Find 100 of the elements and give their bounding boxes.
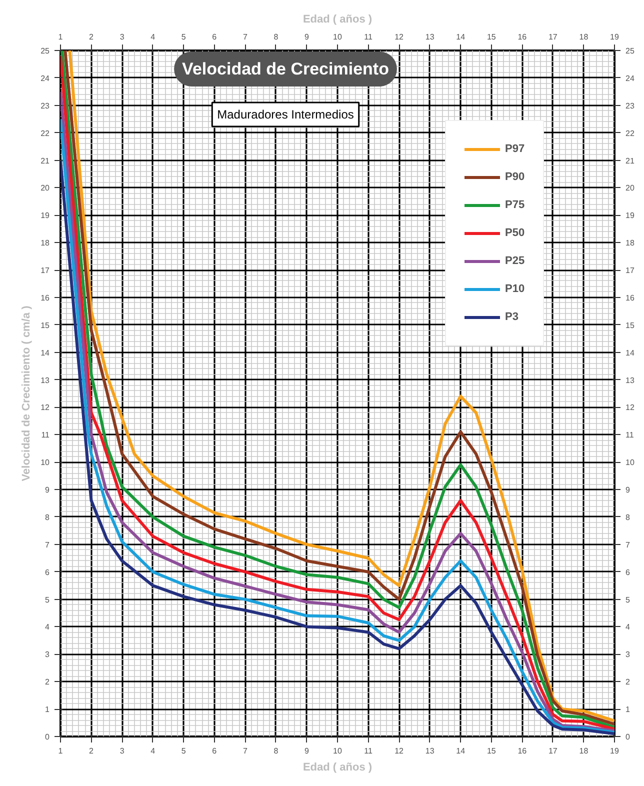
x2-tick-label: 11 xyxy=(364,746,373,756)
legend-label: P25 xyxy=(505,255,525,267)
y-tick-label: 7 xyxy=(45,540,50,550)
y-tick-label: 1 xyxy=(45,705,50,714)
y-tick-label: 21 xyxy=(40,156,50,166)
y-tick-label: 10 xyxy=(40,458,50,468)
x-tick-label: 9 xyxy=(304,32,310,42)
y-axis-title: Velocidad de Crecimiento ( cm/a ) xyxy=(20,305,33,482)
y2-tick-label: 8 xyxy=(626,512,630,522)
y2-tick-label: 2 xyxy=(626,678,630,687)
x2-tick-label: 7 xyxy=(242,746,248,756)
x2-axis-title: Edad ( años ) xyxy=(302,14,372,26)
x-tick-label: 8 xyxy=(274,32,279,42)
y2-tick-label: 14 xyxy=(626,348,635,358)
y-tick-label: 2 xyxy=(45,678,50,687)
y2-tick-label: 20 xyxy=(626,184,635,193)
y-tick-label: 17 xyxy=(40,266,50,276)
x-tick-label: 18 xyxy=(579,32,589,42)
y-tick-label: 14 xyxy=(40,348,50,358)
y-tick-label: 8 xyxy=(45,512,50,522)
x-tick-label: 16 xyxy=(518,32,528,42)
legend-label: P75 xyxy=(505,199,525,211)
y-tick-label: 16 xyxy=(40,293,50,302)
y2-tick-label: 17 xyxy=(626,266,635,276)
y-tick-label: 6 xyxy=(45,568,50,577)
x2-tick-label: 8 xyxy=(274,746,279,756)
x-tick-label: 15 xyxy=(486,32,496,42)
y-tick-label: 25 xyxy=(40,46,50,56)
y2-tick-label: 5 xyxy=(626,595,630,604)
x2-tick-label: 4 xyxy=(150,746,156,756)
x-tick-label: 7 xyxy=(242,32,248,42)
x2-tick-label: 15 xyxy=(486,746,496,756)
y2-tick-label: 10 xyxy=(626,458,635,468)
y-tick-label: 9 xyxy=(45,486,50,495)
y-tick-label: 12 xyxy=(40,403,50,412)
x-tick-label: 12 xyxy=(394,32,404,42)
y2-tick-label: 13 xyxy=(626,376,635,385)
x-tick-label: 6 xyxy=(212,32,218,42)
y2-tick-label: 25 xyxy=(626,46,635,56)
x2-tick-label: 14 xyxy=(456,746,466,756)
legend-label: P3 xyxy=(505,311,520,323)
y2-tick-label: 22 xyxy=(626,128,635,138)
x-tick-label: 1 xyxy=(58,32,64,42)
y2-tick-label: 11 xyxy=(626,430,634,440)
y-tick-label: 19 xyxy=(40,211,50,220)
x2-tick-label: 3 xyxy=(120,746,125,756)
x-tick-label: 17 xyxy=(548,32,558,42)
y2-tick-label: 12 xyxy=(626,403,635,412)
text: Velocidad de Crecimiento xyxy=(182,60,389,78)
x-tick-label: 14 xyxy=(456,32,466,42)
legend-label: P50 xyxy=(505,227,525,239)
y-tick-label: 11 xyxy=(41,430,50,440)
y-tick-label: 24 xyxy=(40,74,50,83)
y2-tick-label: 21 xyxy=(626,156,635,166)
y-tick-label: 18 xyxy=(40,238,50,248)
legend-label: P97 xyxy=(505,143,525,155)
y2-tick-label: 19 xyxy=(626,211,635,220)
y-tick-label: 0 xyxy=(45,732,50,742)
y-tick-label: 23 xyxy=(40,101,50,110)
x2-tick-label: 10 xyxy=(333,746,342,756)
x-tick-label: 3 xyxy=(120,32,125,42)
y-tick-label: 3 xyxy=(45,650,50,660)
x2-tick-label: 6 xyxy=(212,746,218,756)
y2-tick-label: 16 xyxy=(626,293,635,302)
y-tick-label: 22 xyxy=(40,128,50,138)
x2-tick-label: 13 xyxy=(425,746,435,756)
y-tick-label: 5 xyxy=(45,595,50,604)
x-tick-label: 5 xyxy=(181,32,186,42)
y2-tick-label: 1 xyxy=(626,705,630,714)
x2-tick-label: 12 xyxy=(394,746,404,756)
x-tick-label: 10 xyxy=(333,32,342,42)
y-tick-label: 15 xyxy=(40,320,50,330)
y2-tick-label: 0 xyxy=(626,732,630,742)
legend-label: P10 xyxy=(505,283,525,295)
y-tick-label: 20 xyxy=(40,184,50,193)
y2-tick-label: 6 xyxy=(626,568,630,577)
x2-tick-label: 18 xyxy=(579,746,589,756)
y2-tick-label: 18 xyxy=(626,238,635,248)
y-tick-label: 4 xyxy=(45,622,50,632)
x2-tick-label: 19 xyxy=(610,746,620,756)
x2-tick-label: 2 xyxy=(89,746,94,756)
x2-tick-label: 5 xyxy=(181,746,186,756)
x-tick-label: 19 xyxy=(610,32,620,42)
y2-tick-label: 4 xyxy=(626,622,630,632)
legend-label: P90 xyxy=(505,171,525,183)
x-tick-label: 4 xyxy=(150,32,156,42)
y2-tick-label: 9 xyxy=(626,486,630,495)
x2-tick-label: 16 xyxy=(518,746,528,756)
text: Maduradores Intermedios xyxy=(217,108,354,122)
x2-tick-label: 17 xyxy=(548,746,558,756)
x-axis-title: Edad ( años ) xyxy=(302,762,372,774)
y-tick-label: 13 xyxy=(40,376,50,385)
x-tick-label: 11 xyxy=(364,32,373,42)
x-tick-label: 13 xyxy=(425,32,435,42)
x2-tick-label: 9 xyxy=(304,746,310,756)
x2-tick-label: 1 xyxy=(58,746,64,756)
y2-tick-label: 7 xyxy=(626,540,630,550)
y2-tick-label: 23 xyxy=(626,101,635,110)
y2-tick-label: 3 xyxy=(626,650,630,660)
y2-tick-label: 15 xyxy=(626,320,635,330)
